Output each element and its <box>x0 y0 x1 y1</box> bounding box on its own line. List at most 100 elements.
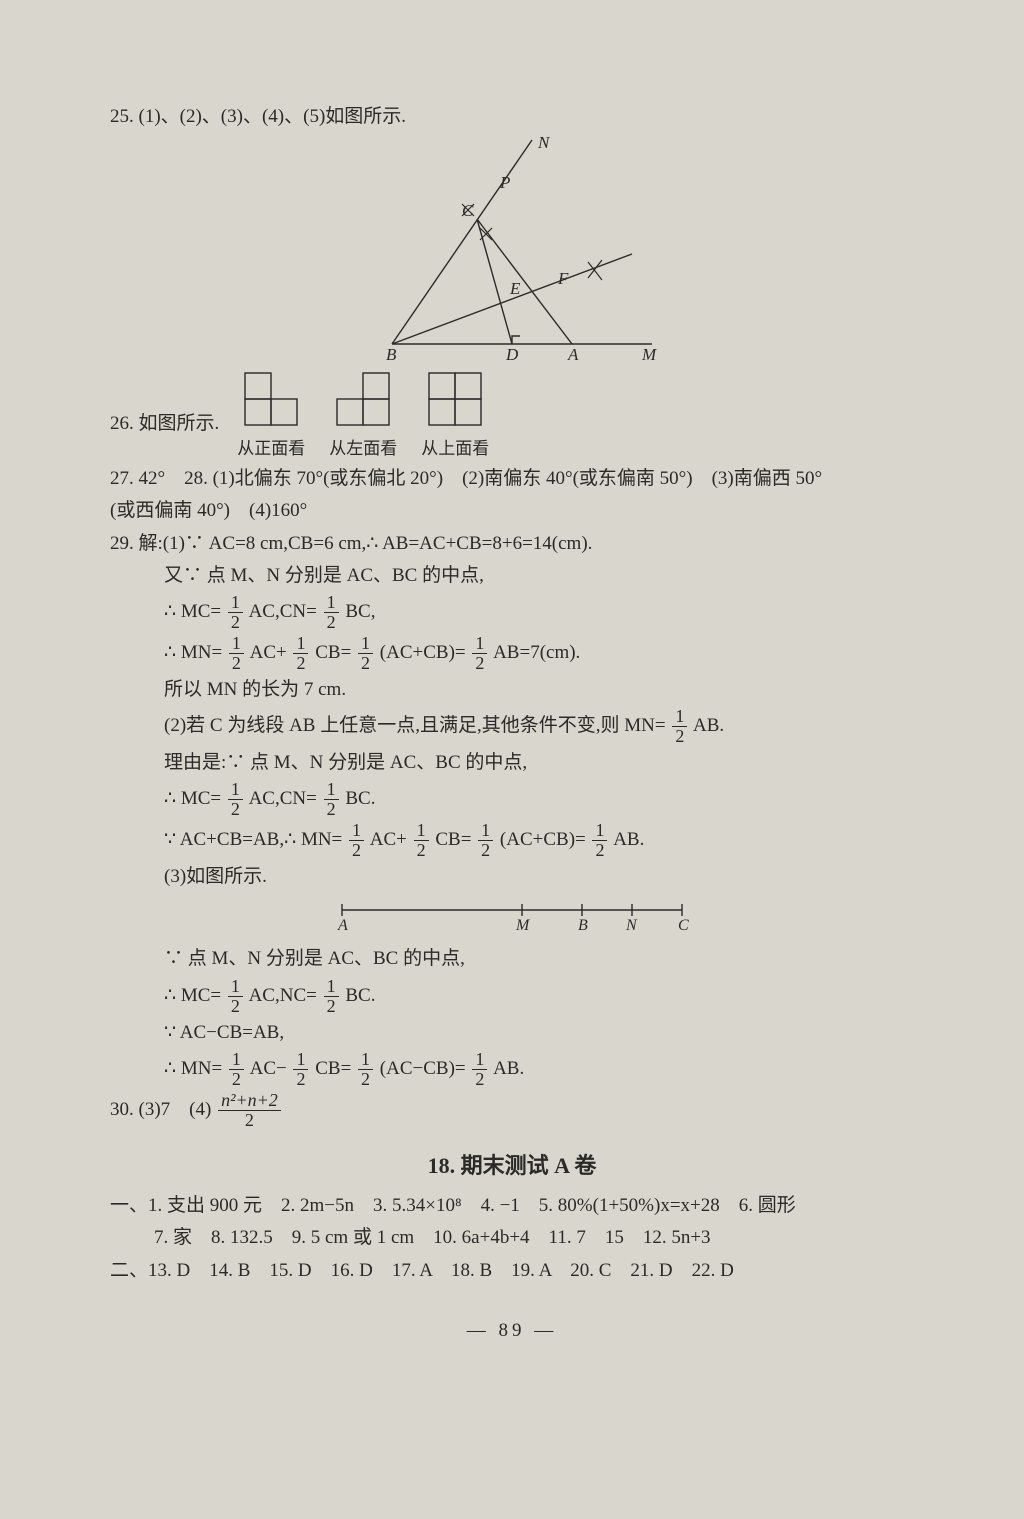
t: ∴ MC= <box>164 788 221 809</box>
frac-half: 12 <box>324 780 339 819</box>
d: 2 <box>349 840 364 860</box>
frac-half: 12 <box>228 593 243 632</box>
q29-l10: (3)如图所示. <box>110 862 914 892</box>
n: 1 <box>472 1050 487 1069</box>
n: 1 <box>229 1050 244 1069</box>
fig26-view: 从上面看 <box>421 372 489 461</box>
n: 1 <box>592 821 607 840</box>
q26-row: 26. 如图所示. 从正面看从左面看从上面看 <box>110 372 914 461</box>
q29-l3: ∴ MC= 12 AC,CN= 12 BC, <box>110 593 914 632</box>
t: AB. <box>613 829 644 850</box>
n: 1 <box>358 634 373 653</box>
d: 2 <box>672 726 687 746</box>
lbl-E: E <box>509 279 521 298</box>
fl-B: B <box>578 917 588 934</box>
fig26-view: 从正面看 <box>237 372 305 461</box>
t: AB=7(cm). <box>493 642 580 663</box>
t: AC,NC= <box>249 985 317 1006</box>
frac-half: 12 <box>358 1050 373 1089</box>
figure-25: N P C E F B D A M <box>110 134 914 364</box>
t: (AC+CB)= <box>380 642 466 663</box>
q29-l6: (2)若 C 为线段 AB 上任意一点,且满足,其他条件不变,则 MN= 12 … <box>110 707 914 746</box>
t: BC. <box>345 985 375 1006</box>
lbl-M: M <box>641 345 657 364</box>
n: 1 <box>349 821 364 840</box>
frac-half: 12 <box>324 977 339 1016</box>
n: 1 <box>324 977 339 996</box>
fig26-label: 从上面看 <box>421 435 489 462</box>
d: 2 <box>472 1069 487 1089</box>
fig25-svg: N P C E F B D A M <box>362 134 662 364</box>
q29-l12: ∴ MC= 12 AC,NC= 12 BC. <box>110 977 914 1016</box>
heading-text: 期末测试 A 卷 <box>461 1153 597 1178</box>
n: 1 <box>414 821 429 840</box>
frac-q30: n²+n+2 2 <box>218 1091 281 1130</box>
t: ∴ MN= <box>164 1058 222 1079</box>
q25-row: 25. (1)、(2)、(3)、(4)、(5)如图所示. <box>110 100 914 134</box>
frac-half: 12 <box>414 821 429 860</box>
q29-l9: ∵ AC+CB=AB,∴ MN= 12 AC+ 12 CB= 12 (AC+CB… <box>110 821 914 860</box>
q29-l7: 理由是:∵ 点 M、N 分别是 AC、BC 的中点, <box>110 748 914 778</box>
n: 1 <box>472 634 487 653</box>
lbl-B: B <box>386 345 397 364</box>
q29-l8: ∴ MC= 12 AC,CN= 12 BC. <box>110 780 914 819</box>
d: 2 <box>218 1110 281 1130</box>
q27-line: 27. 42° 28. (1)北偏东 70°(或东偏北 20°) (2)南偏东 … <box>110 464 914 494</box>
t: (AC−CB)= <box>380 1058 466 1079</box>
t: ∴ MC= <box>164 985 221 1006</box>
t: ∴ MC= <box>164 601 221 622</box>
q29-l11: ∵ 点 M、N 分别是 AC、BC 的中点, <box>110 944 914 974</box>
n: 1 <box>228 780 243 799</box>
d: 2 <box>472 653 487 673</box>
d: 2 <box>324 996 339 1016</box>
t: 30. (3)7 (4) <box>110 1099 211 1120</box>
frac-half: 12 <box>672 707 687 746</box>
frac-half: 12 <box>592 821 607 860</box>
q30: 30. (3)7 (4) n²+n+2 2 <box>110 1091 914 1130</box>
lbl-A: A <box>567 345 579 364</box>
n: 1 <box>293 634 308 653</box>
page-number: — 89 — <box>110 1316 914 1346</box>
section-heading: 18. 期末测试 A 卷 <box>110 1148 914 1183</box>
n: 1 <box>358 1050 373 1069</box>
q29-l4: ∴ MN= 12 AC+ 12 CB= 12 (AC+CB)= 12 AB=7(… <box>110 634 914 673</box>
q29-l14: ∴ MN= 12 AC− 12 CB= 12 (AC−CB)= 12 AB. <box>110 1050 914 1089</box>
d: 2 <box>293 653 308 673</box>
t: AC− <box>250 1058 287 1079</box>
t: AC+ <box>250 642 287 663</box>
lbl-N: N <box>537 134 551 152</box>
n: 1 <box>324 593 339 612</box>
d: 2 <box>358 653 373 673</box>
q29-l1: 29. 解:(1)∵ AC=8 cm,CB=6 cm,∴ AB=AC+CB=8+… <box>110 529 914 559</box>
fig26-label: 从正面看 <box>237 435 305 462</box>
q26-text: 26. 如图所示. <box>110 409 219 459</box>
n: 1 <box>293 1050 308 1069</box>
t: AB. <box>693 715 724 736</box>
lbl-F: F <box>557 269 569 288</box>
d: 2 <box>293 1069 308 1089</box>
d: 2 <box>228 996 243 1016</box>
fl-M: M <box>515 917 531 934</box>
d: 2 <box>358 1069 373 1089</box>
fig26-view: 从左面看 <box>329 372 397 461</box>
figure-29: A M B N C <box>110 898 914 934</box>
t: BC, <box>345 601 375 622</box>
n: 1 <box>672 707 687 726</box>
t: CB= <box>315 642 351 663</box>
t: BC. <box>345 788 375 809</box>
fl-A: A <box>337 917 348 934</box>
n: 1 <box>228 977 243 996</box>
frac-half: 12 <box>293 1050 308 1089</box>
ans1b: 7. 家 8. 132.5 9. 5 cm 或 1 cm 10. 6a+4b+4… <box>110 1223 914 1253</box>
lbl-C: C <box>462 201 474 220</box>
n: n²+n+2 <box>218 1091 281 1110</box>
frac-half: 12 <box>324 593 339 632</box>
frac-half: 12 <box>349 821 364 860</box>
n: 1 <box>228 593 243 612</box>
t: CB= <box>315 1058 351 1079</box>
q25-text: 25. (1)、(2)、(3)、(4)、(5)如图所示. <box>110 102 406 132</box>
ans1: 一、1. 支出 900 元 2. 2m−5n 3. 5.34×10⁸ 4. −1… <box>110 1191 914 1221</box>
d: 2 <box>324 612 339 632</box>
frac-half: 12 <box>478 821 493 860</box>
fl-C: C <box>678 917 689 934</box>
